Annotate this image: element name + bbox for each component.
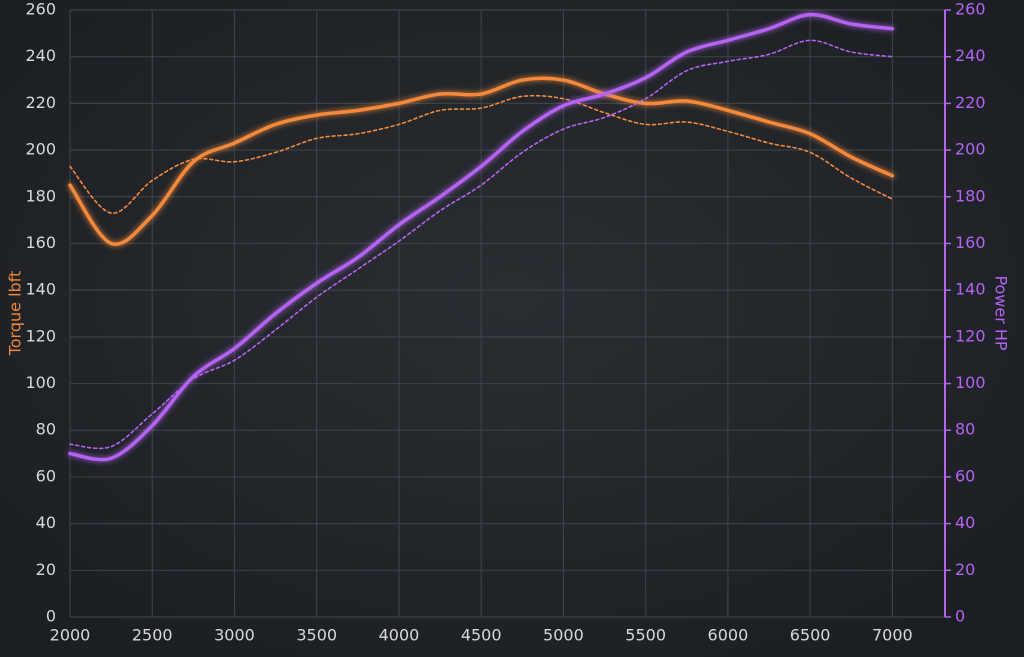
y2-tick-label: 260 [955, 0, 986, 19]
x-tick-label: 6500 [790, 626, 831, 645]
y-tick-label: 100 [25, 373, 56, 392]
y-tick-label: 80 [36, 420, 56, 439]
y-tick-label: 0 [46, 607, 56, 626]
y-tick-label: 260 [25, 0, 56, 19]
solid-line [68, 76, 895, 246]
x-tick-label: 5000 [543, 626, 584, 645]
y-tick-label: 120 [25, 326, 56, 345]
y2-axis-label: Power HP [992, 275, 1011, 350]
y-tick-label: 140 [25, 280, 56, 299]
y2-tick-label: 100 [955, 373, 986, 392]
y-tick-label: 60 [36, 466, 56, 485]
x-tick-label: 6000 [708, 626, 749, 645]
y2-tick-label: 0 [955, 607, 965, 626]
x-tick-label: 5500 [625, 626, 666, 645]
x-tick-label: 2000 [50, 626, 91, 645]
y-tick-label: 220 [25, 93, 56, 112]
x-tick-label: 4000 [379, 626, 420, 645]
y-axis-label: Torque lbft [6, 271, 25, 357]
y2-tick-label: 200 [955, 140, 986, 159]
lines [68, 12, 895, 462]
y2-tick-label: 140 [955, 280, 986, 299]
y2-tick-label: 40 [955, 513, 975, 532]
y2-tick-label: 60 [955, 466, 975, 485]
y-tick-label: 180 [25, 186, 56, 205]
x-tick-label: 3000 [214, 626, 255, 645]
x-tick-label: 4500 [461, 626, 502, 645]
y-tick-label: 240 [25, 46, 56, 65]
y-tick-label: 160 [25, 233, 56, 252]
y-tick-label: 200 [25, 140, 56, 159]
y2-tick-label: 160 [955, 233, 986, 252]
dashed-line [69, 94, 894, 214]
y2-tick-label: 220 [955, 93, 986, 112]
x-tick-label: 7000 [872, 626, 913, 645]
dashed-line [69, 39, 894, 450]
x-tick-label: 3500 [296, 626, 337, 645]
y2-tick-label: 240 [955, 46, 986, 65]
solid-line [68, 12, 895, 462]
x-tick-label: 2500 [132, 626, 173, 645]
y-tick-label: 40 [36, 513, 56, 532]
y-tick-label: 20 [36, 560, 56, 579]
y2-tick-label: 120 [955, 326, 986, 345]
y2-tick-label: 20 [955, 560, 975, 579]
y2-tick-label: 180 [955, 186, 986, 205]
y2-tick-label: 80 [955, 420, 975, 439]
